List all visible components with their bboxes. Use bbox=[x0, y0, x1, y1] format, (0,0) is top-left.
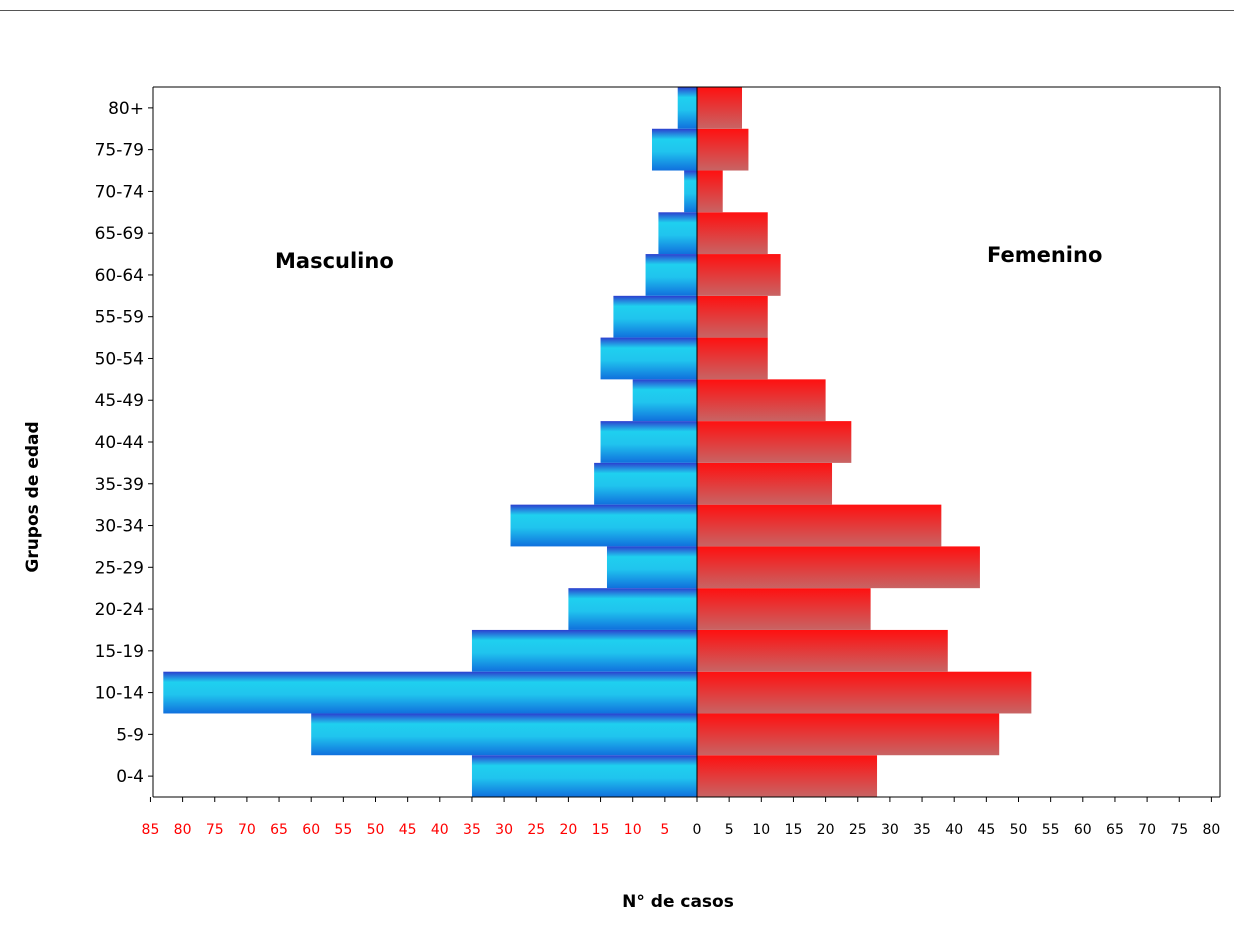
x-tick-label-left-80: 80 bbox=[174, 822, 192, 838]
y-axis-title: Grupos de edad bbox=[23, 421, 43, 572]
category-label-70-74: 70-74 bbox=[95, 182, 144, 202]
x-tick-label-left-30: 30 bbox=[495, 822, 513, 838]
bar-masculino-30-34 bbox=[510, 504, 697, 547]
bar-masculino-50-54 bbox=[600, 337, 697, 380]
category-label-60-64: 60-64 bbox=[95, 266, 144, 286]
series-label-femenino: Femenino bbox=[987, 243, 1102, 267]
category-label-15-19: 15-19 bbox=[95, 642, 144, 662]
category-label-20-24: 20-24 bbox=[95, 600, 144, 620]
x-tick-label-right-10: 10 bbox=[752, 822, 770, 838]
x-tick-label-left-50: 50 bbox=[367, 822, 385, 838]
x-tick-label-right-60: 60 bbox=[1074, 822, 1092, 838]
category-label-40-44: 40-44 bbox=[95, 433, 144, 453]
bar-femenino-70-74 bbox=[697, 170, 723, 213]
bar-femenino-80+ bbox=[697, 87, 743, 129]
bar-femenino-30-34 bbox=[697, 504, 942, 547]
x-tick-label-right-25: 25 bbox=[849, 822, 867, 838]
x-tick-label-left-25: 25 bbox=[527, 822, 545, 838]
bar-femenino-5-9 bbox=[697, 713, 1000, 756]
bar-femenino-55-59 bbox=[697, 295, 768, 338]
x-tick-label-right-0: 0 bbox=[693, 822, 702, 838]
bar-masculino-45-49 bbox=[632, 379, 697, 422]
bar-masculino-0-4 bbox=[471, 755, 697, 797]
bar-masculino-10-14 bbox=[163, 671, 697, 714]
x-tick-label-right-20: 20 bbox=[817, 822, 835, 838]
bar-femenino-65-69 bbox=[697, 212, 768, 255]
x-tick-label-right-40: 40 bbox=[945, 822, 963, 838]
x-tick-label-right-35: 35 bbox=[913, 822, 931, 838]
category-label-55-59: 55-59 bbox=[95, 308, 144, 328]
bar-femenino-60-64 bbox=[697, 254, 781, 296]
bar-masculino-75-79 bbox=[651, 128, 697, 171]
x-tick-label-left-35: 35 bbox=[463, 822, 481, 838]
x-tick-label-right-50: 50 bbox=[1010, 822, 1028, 838]
category-label-10-14: 10-14 bbox=[95, 684, 144, 704]
category-label-30-34: 30-34 bbox=[95, 517, 144, 537]
x-tick-label-left-10: 10 bbox=[624, 822, 642, 838]
category-label-5-9: 5-9 bbox=[116, 725, 144, 745]
bar-femenino-75-79 bbox=[697, 128, 749, 171]
x-tick-label-right-5: 5 bbox=[725, 822, 734, 838]
top-rule bbox=[0, 10, 1234, 11]
category-label-75-79: 75-79 bbox=[95, 141, 144, 161]
bar-femenino-10-14 bbox=[697, 671, 1032, 714]
bar-masculino-15-19 bbox=[471, 629, 697, 672]
x-tick-label-left-65: 65 bbox=[270, 822, 288, 838]
bar-femenino-20-24 bbox=[697, 588, 871, 630]
bar-masculino-20-24 bbox=[568, 588, 697, 630]
x-tick-label-left-40: 40 bbox=[431, 822, 449, 838]
category-label-45-49: 45-49 bbox=[95, 391, 144, 411]
x-tick-label-left-60: 60 bbox=[302, 822, 320, 838]
x-tick-label-right-70: 70 bbox=[1138, 822, 1156, 838]
bar-masculino-35-39 bbox=[594, 462, 697, 505]
bar-masculino-80+ bbox=[677, 87, 697, 129]
bars-layer bbox=[163, 87, 1032, 797]
x-tick-label-left-85: 85 bbox=[142, 822, 160, 838]
series-label-masculino: Masculino bbox=[275, 249, 394, 273]
bar-masculino-25-29 bbox=[606, 546, 697, 589]
x-tick-label-left-5: 5 bbox=[660, 822, 669, 838]
bar-femenino-45-49 bbox=[697, 379, 826, 422]
bar-femenino-25-29 bbox=[697, 546, 980, 589]
x-axis-title: N° de casos bbox=[622, 892, 734, 912]
x-tick-label-left-75: 75 bbox=[206, 822, 224, 838]
x-tick-label-left-15: 15 bbox=[592, 822, 610, 838]
category-label-80+: 80+ bbox=[108, 99, 144, 119]
bar-femenino-35-39 bbox=[697, 462, 833, 505]
bar-masculino-60-64 bbox=[645, 254, 697, 296]
x-tick-label-left-20: 20 bbox=[559, 822, 577, 838]
bar-femenino-50-54 bbox=[697, 337, 768, 380]
x-tick-label-right-75: 75 bbox=[1170, 822, 1188, 838]
category-label-0-4: 0-4 bbox=[116, 767, 144, 787]
bar-femenino-40-44 bbox=[697, 421, 852, 463]
x-tick-label-left-55: 55 bbox=[334, 822, 352, 838]
bar-masculino-5-9 bbox=[311, 713, 697, 756]
x-tick-label-left-70: 70 bbox=[238, 822, 256, 838]
x-tick-label-right-45: 45 bbox=[977, 822, 995, 838]
x-tick-label-right-30: 30 bbox=[881, 822, 899, 838]
category-label-25-29: 25-29 bbox=[95, 558, 144, 578]
category-label-65-69: 65-69 bbox=[95, 224, 144, 244]
bar-masculino-55-59 bbox=[613, 295, 697, 338]
category-label-50-54: 50-54 bbox=[95, 349, 144, 369]
x-tick-label-right-65: 65 bbox=[1106, 822, 1124, 838]
bar-femenino-0-4 bbox=[697, 755, 878, 797]
x-tick-label-left-45: 45 bbox=[399, 822, 417, 838]
category-labels: 0-4 5-9 10-14 15-19 20-24 25-29 30-34 35-39 40-4… bbox=[95, 99, 144, 787]
ticks-layer: 85 80 75 70 65 60 55 50 45 40 35 30 25 20 15 10 5 0 5 10 15 2… bbox=[142, 107, 1220, 838]
x-tick-label-right-55: 55 bbox=[1042, 822, 1060, 838]
bar-masculino-40-44 bbox=[600, 421, 697, 463]
x-tick-label-right-15: 15 bbox=[785, 822, 803, 838]
bar-masculino-70-74 bbox=[684, 170, 697, 213]
category-label-35-39: 35-39 bbox=[95, 475, 144, 495]
bar-masculino-65-69 bbox=[658, 212, 697, 255]
x-tick-label-right-80: 80 bbox=[1202, 822, 1220, 838]
bar-femenino-15-19 bbox=[697, 629, 948, 672]
